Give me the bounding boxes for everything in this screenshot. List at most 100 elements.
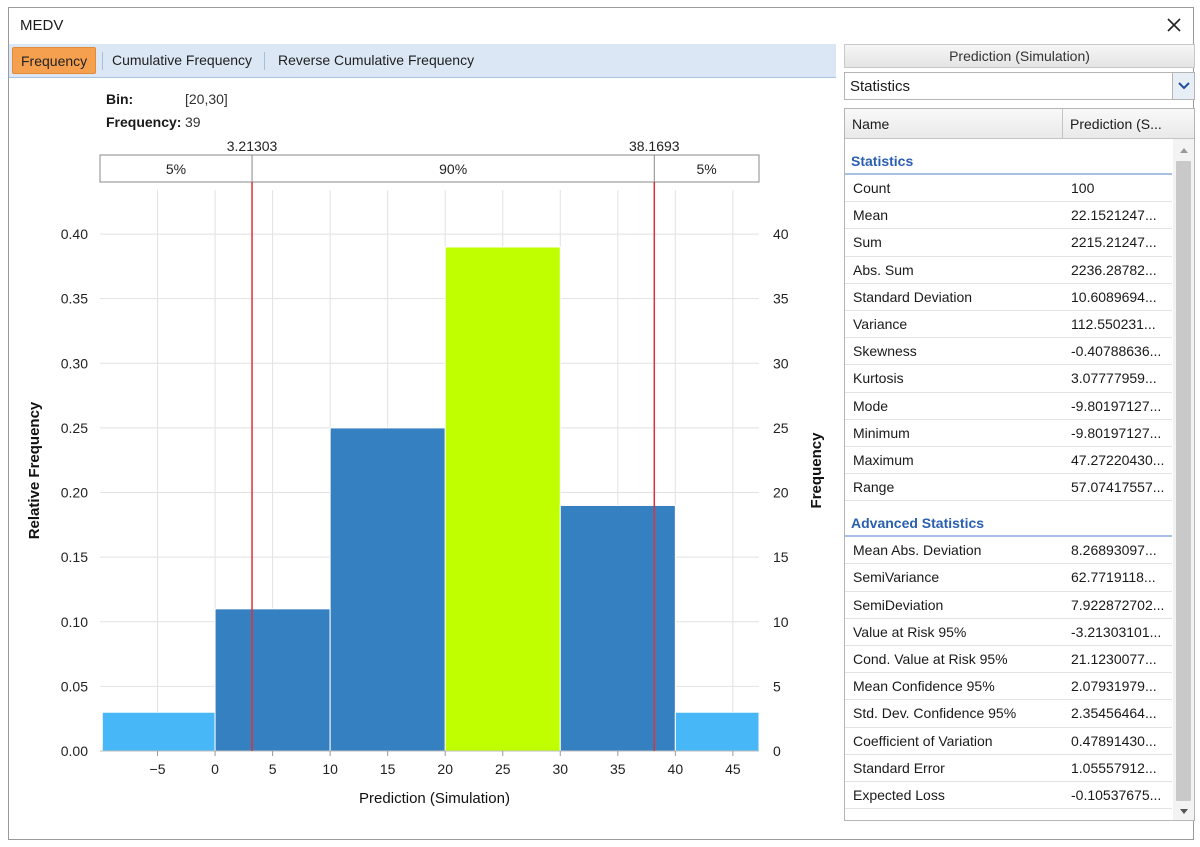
histogram-bar[interactable] — [674, 711, 760, 752]
x-axis-title: Prediction (Simulation) — [359, 790, 510, 807]
row-name: Expected Loss — [853, 786, 945, 803]
frequency-value: 39 — [185, 114, 201, 130]
scroll-up-button[interactable] — [1173, 141, 1194, 159]
row-name: Maximum — [853, 451, 914, 468]
grid-body: Statistics Count 100 Mean 22.1521247... Sum 22… — [845, 139, 1172, 820]
row-value: 2.07931979... — [1071, 678, 1157, 695]
row-value: 112.550231... — [1071, 315, 1156, 332]
table-row[interactable]: Kurtosis 3.07777959... — [845, 365, 1172, 393]
tab-reverse-cumulative-frequency[interactable]: Reverse Cumulative Frequency — [278, 52, 475, 68]
y-tick-label-left: 0.05 — [61, 678, 88, 694]
chevron-down-icon — [1177, 82, 1190, 90]
row-name: SemiVariance — [853, 569, 940, 586]
table-row[interactable]: Maximum 47.27220430... — [845, 447, 1172, 475]
bin-label: Bin: — [106, 91, 134, 107]
row-value: 47.27220430... — [1071, 451, 1165, 468]
close-button[interactable] — [1161, 12, 1187, 38]
y-axis-title-right: Frequency — [808, 432, 825, 509]
table-row[interactable]: Minimum -9.80197127... — [845, 420, 1172, 447]
table-row[interactable]: Expected Loss -0.10537675... — [845, 782, 1172, 810]
row-name: Skewness — [853, 343, 917, 360]
dropdown-button[interactable] — [1172, 73, 1194, 99]
row-value: 8.26893097... — [1071, 542, 1157, 559]
row-name: Kurtosis — [853, 370, 904, 387]
histogram-bar[interactable] — [101, 711, 216, 752]
table-row[interactable]: Mode -9.80197127... — [845, 393, 1172, 420]
statistics-dropdown[interactable]: Statistics — [844, 72, 1195, 100]
row-name: Mode — [853, 397, 889, 414]
title-bar: MEDV — [9, 8, 1193, 44]
y-tick-label-left: 0.00 — [61, 743, 88, 759]
histogram-bar[interactable] — [329, 427, 446, 752]
table-row[interactable]: Sum 2215.21247... — [845, 229, 1172, 257]
table-row[interactable]: Std. Dev. Confidence 95% 2.35456464... — [845, 700, 1172, 728]
y-tick-label-left: 0.15 — [61, 549, 88, 565]
table-row[interactable]: Mean Abs. Deviation 8.26893097... — [845, 537, 1172, 565]
chart-tab-bar: Frequency Cumulative Frequency Reverse C… — [9, 44, 836, 78]
tab-cumulative-frequency[interactable]: Cumulative Frequency — [112, 52, 253, 68]
row-value: -3.21303101... — [1071, 623, 1162, 640]
row-name: Minimum — [853, 424, 910, 441]
y-tick-label-right: 5 — [773, 678, 781, 694]
table-row[interactable]: Abs. Sum 2236.28782... — [845, 257, 1172, 284]
y-axis-title-left: Relative Frequency — [26, 401, 43, 539]
statistics-grid: Name Prediction (S... Statistics Count 100… — [844, 108, 1195, 821]
group-title: Statistics — [845, 139, 1172, 175]
row-value: 2236.28782... — [1071, 261, 1157, 278]
table-row[interactable]: SemiDeviation 7.922872702... — [845, 592, 1172, 619]
table-row[interactable]: Cond. Value at Risk 95% 21.1230077... — [845, 646, 1172, 674]
histogram-svg: −5 0 5 10 15 20 25 30 35 40 45 0.00 0.05 0.10 0.15 0.20… — [26, 138, 825, 807]
row-name: Mean — [853, 207, 889, 224]
x-tick-label: 10 — [322, 761, 338, 777]
scroll-down-button[interactable] — [1173, 802, 1194, 820]
row-value: 21.1230077... — [1071, 651, 1157, 667]
window-title: MEDV — [20, 17, 64, 34]
percentile-band-label: 90% — [439, 161, 467, 177]
table-row[interactable]: Count 100 — [845, 175, 1172, 203]
histogram-bar[interactable] — [444, 246, 561, 752]
table-row[interactable]: Variance 112.550231... — [845, 311, 1172, 339]
y-tick-label-right: 25 — [773, 420, 789, 436]
row-value: 22.1521247... — [1071, 207, 1157, 224]
x-tick-label: −5 — [150, 761, 166, 777]
grid-header: Name Prediction (S... — [845, 109, 1194, 139]
row-value: 2.35456464... — [1071, 705, 1157, 722]
table-row[interactable]: Standard Error 1.05557912... — [845, 755, 1172, 782]
percentile-marker-label: 3.21303 — [227, 138, 278, 154]
tab-frequency[interactable]: Frequency — [12, 47, 97, 74]
row-name: Abs. Sum — [853, 261, 914, 278]
row-value: -0.40788636... — [1071, 343, 1162, 360]
percentile-marker-label: 38.1693 — [629, 138, 680, 154]
y-tick-label-right: 35 — [773, 291, 789, 307]
table-row[interactable]: Mean 22.1521247... — [845, 202, 1172, 230]
table-row[interactable]: Coefficient of Variation 0.47891430... — [845, 728, 1172, 755]
column-header-name[interactable]: Name — [852, 116, 890, 132]
row-value: -9.80197127... — [1071, 424, 1162, 441]
table-row[interactable]: Range 57.07417557... — [845, 474, 1172, 502]
scroll-thumb[interactable] — [1176, 161, 1191, 801]
row-name: Coefficient of Variation — [853, 732, 993, 749]
x-tick-label: 35 — [610, 761, 626, 777]
table-row[interactable]: Standard Deviation 10.6089694... — [845, 284, 1172, 311]
x-tick-label: 45 — [725, 761, 741, 777]
percentile-band-label: 5% — [697, 161, 717, 177]
row-name: Std. Dev. Confidence 95% — [853, 705, 1017, 722]
percentile-band-box — [99, 154, 760, 183]
y-tick-label-left: 0.25 — [61, 420, 88, 436]
histogram-bar[interactable] — [559, 504, 676, 752]
y-tick-label-left: 0.40 — [61, 226, 88, 242]
vertical-scrollbar[interactable] — [1173, 139, 1194, 820]
table-row[interactable]: SemiVariance 62.7719118... — [845, 564, 1172, 592]
histogram-bar[interactable] — [214, 608, 331, 752]
frequency-label: Frequency: — [106, 114, 182, 130]
row-name: Count — [853, 180, 891, 196]
table-row[interactable]: Skewness -0.40788636... — [845, 338, 1172, 366]
histogram-chart: Bin: [20,30] Frequency: 39 −5 0 5 10 15 20 25 3… — [9, 79, 836, 839]
table-row[interactable]: Value at Risk 95% -3.21303101... — [845, 619, 1172, 646]
column-header-value[interactable]: Prediction (S... — [1070, 116, 1162, 132]
table-row[interactable]: Mean Confidence 95% 2.07931979... — [845, 673, 1172, 701]
row-value: -9.80197127... — [1071, 397, 1162, 414]
x-tick-label: 5 — [269, 761, 277, 777]
triangle-down-icon — [1179, 808, 1188, 814]
row-name: Standard Deviation — [853, 288, 973, 305]
